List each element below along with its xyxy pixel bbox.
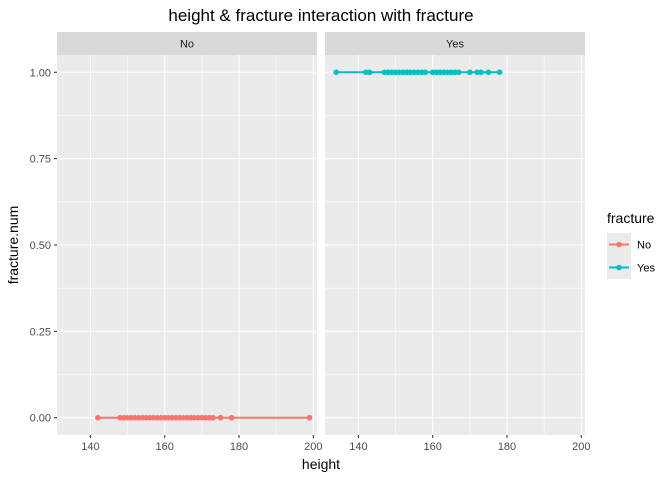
x-axis-title: height	[302, 456, 340, 472]
legend-title: fracture	[607, 210, 655, 226]
facet-panels: No 140 160 180 200 Yes 140 160 180 200	[57, 32, 590, 453]
facet-panel-no: No 140 160 180 200	[57, 32, 322, 453]
x-tick-label: 180	[498, 441, 516, 453]
data-point	[306, 414, 313, 421]
data-point	[333, 69, 339, 76]
facet-strip	[57, 32, 317, 55]
x-tick-label: 160	[424, 441, 442, 453]
facet-strip-label: No	[180, 39, 194, 51]
x-tick-label: 160	[156, 441, 174, 453]
facet-strip	[325, 32, 585, 55]
x-tick-label: 180	[230, 441, 248, 453]
data-point	[478, 69, 484, 76]
y-tick-label: 0.50	[30, 240, 51, 252]
data-point	[210, 414, 216, 421]
y-axis: 0.00 0.25 0.50 0.75 1.00	[30, 67, 57, 425]
data-point	[496, 69, 503, 76]
legend-key-point	[616, 241, 622, 248]
x-tick-label: 140	[81, 441, 99, 453]
data-point	[228, 414, 235, 421]
y-tick-label: 0.75	[30, 154, 51, 166]
facet-panel-yes: Yes 140 160 180 200	[325, 32, 590, 453]
data-point	[366, 69, 373, 76]
y-tick-label: 0.00	[30, 413, 51, 425]
legend-label-yes: Yes	[637, 263, 655, 275]
data-point	[467, 69, 473, 76]
chart-title: height & fracture interaction with fract…	[168, 6, 473, 25]
data-point	[217, 414, 224, 421]
legend-key-point	[616, 264, 622, 271]
y-axis-title: fracture.num	[5, 206, 21, 285]
facet-strip-label: Yes	[446, 39, 464, 51]
data-point	[95, 414, 101, 421]
legend-label-no: No	[637, 240, 651, 252]
x-tick-label: 200	[304, 441, 322, 453]
x-tick-label: 140	[349, 441, 367, 453]
x-tick-label: 200	[572, 441, 590, 453]
y-tick-label: 0.25	[30, 326, 51, 338]
data-point	[422, 69, 429, 76]
data-point	[485, 69, 492, 76]
data-point	[455, 69, 462, 76]
legend: fracture No Yes	[607, 210, 655, 279]
y-tick-label: 1.00	[30, 67, 51, 79]
